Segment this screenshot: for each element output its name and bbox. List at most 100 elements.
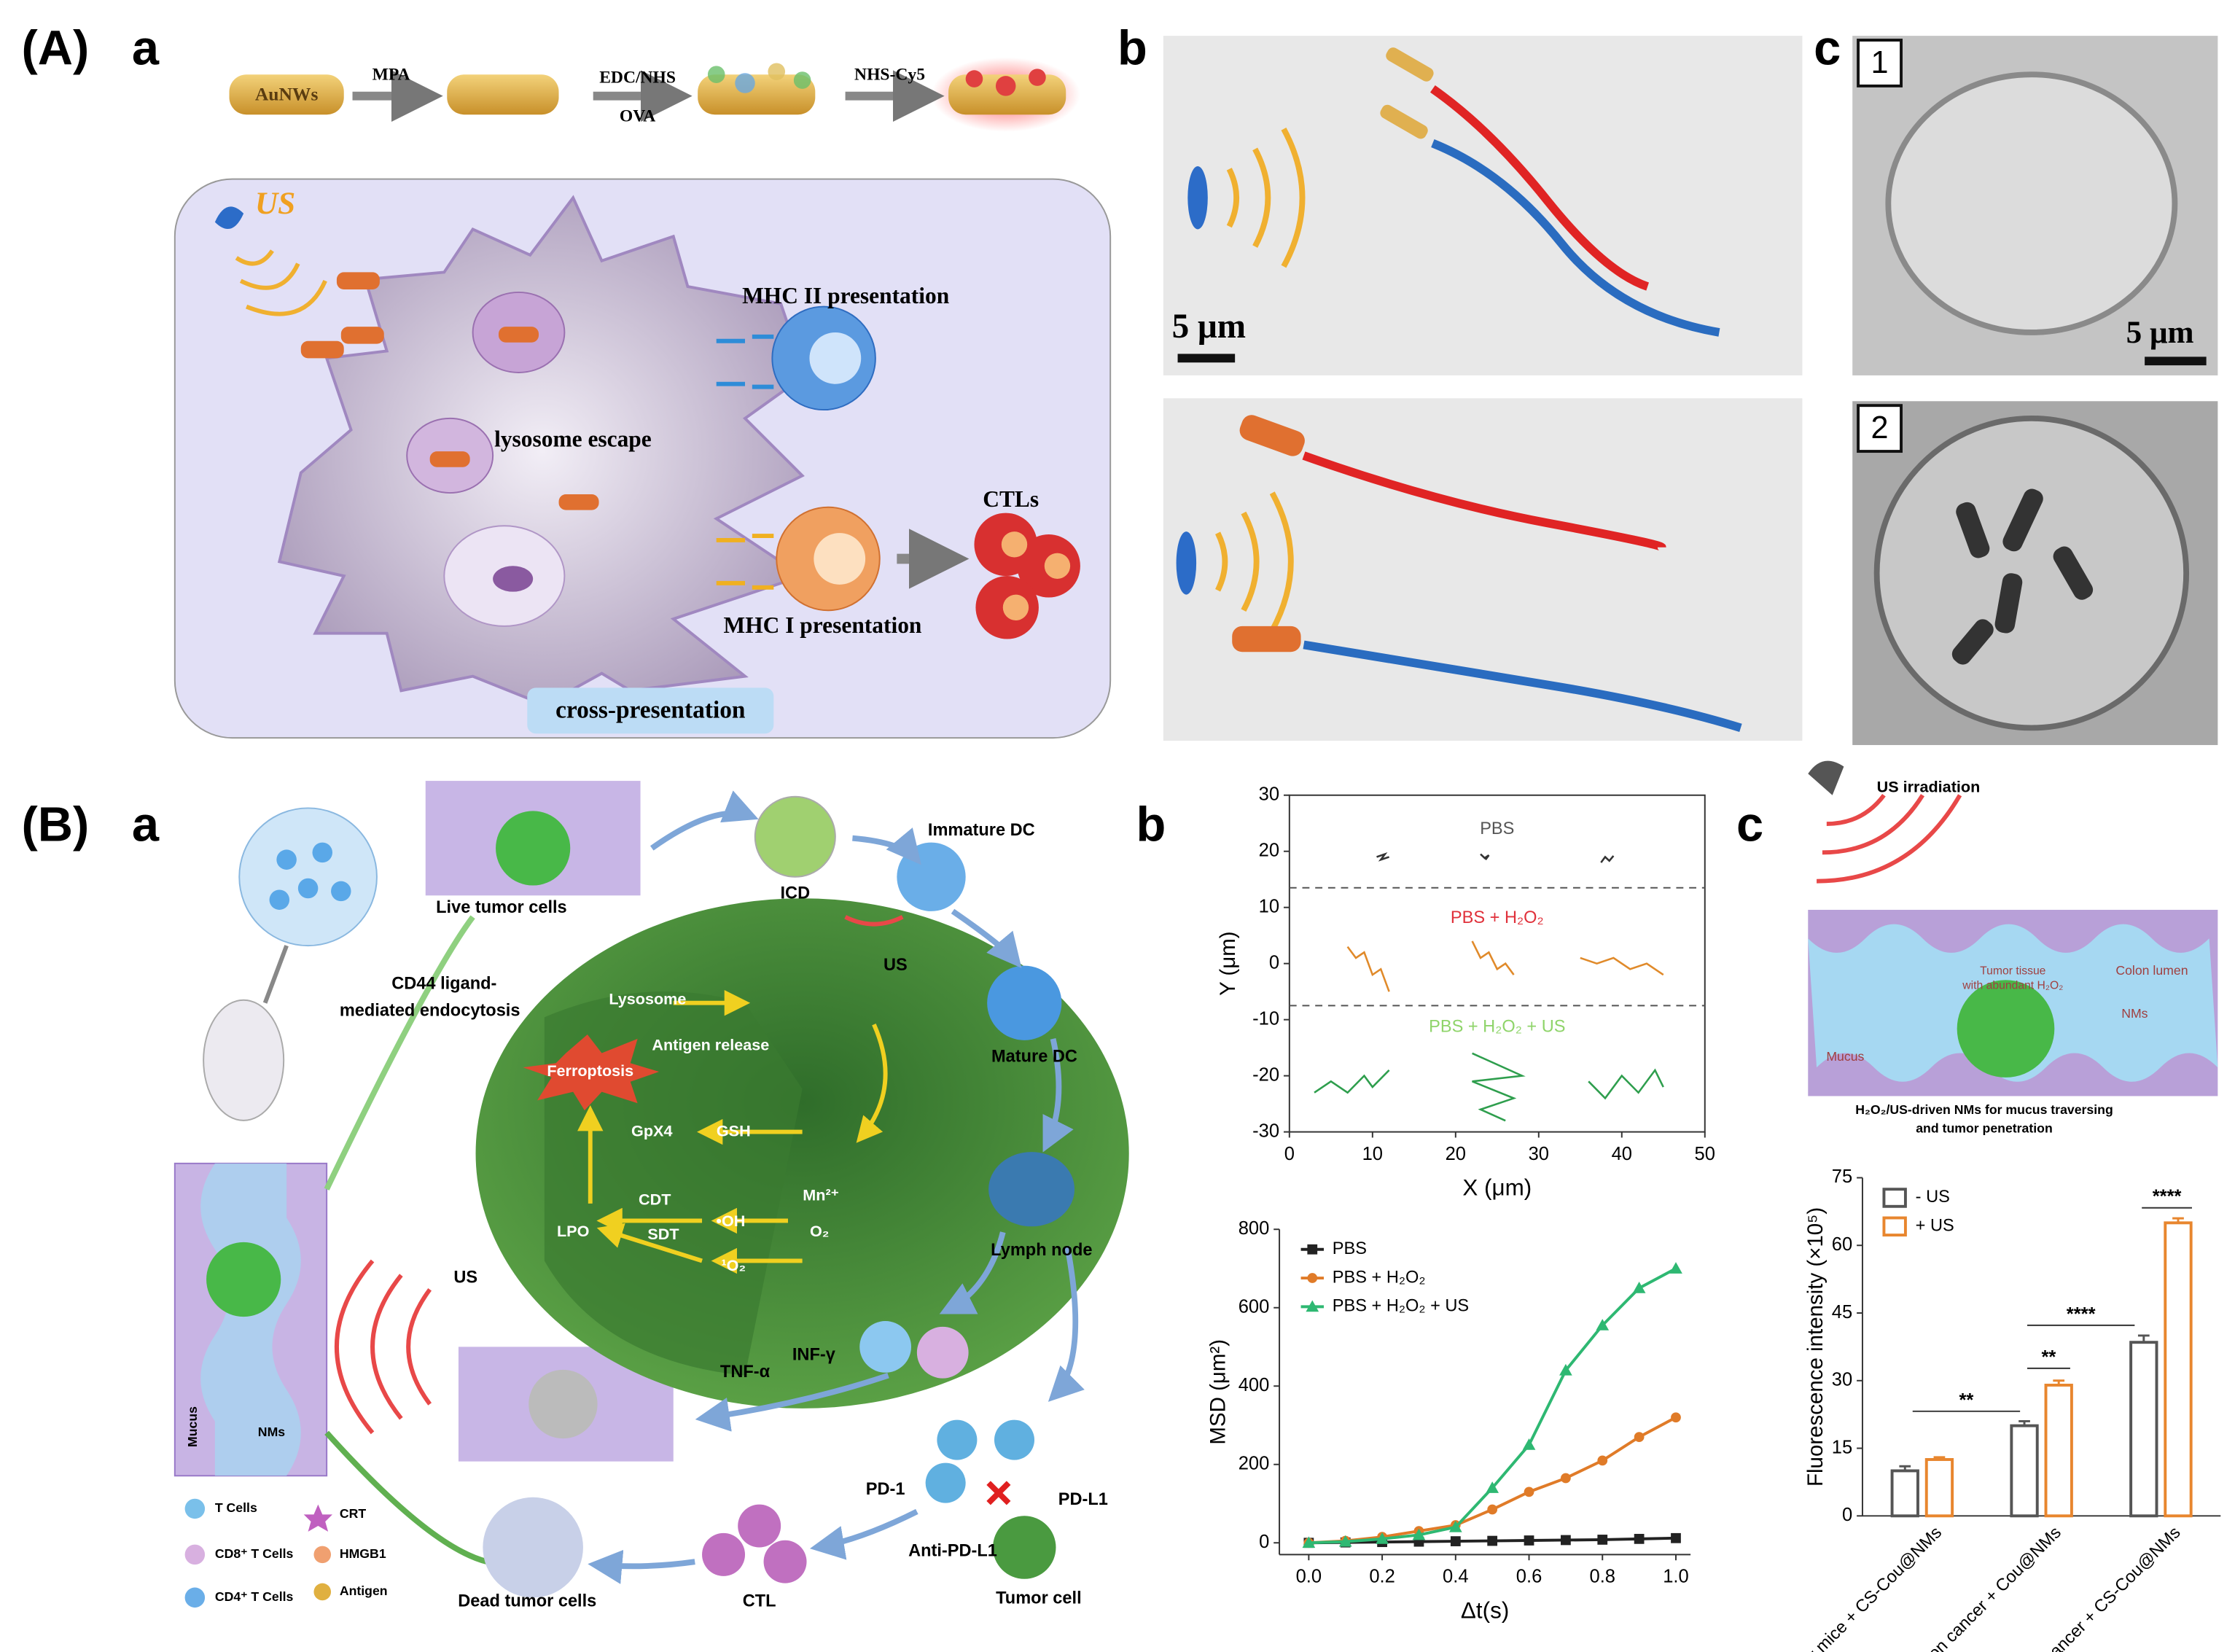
bar [2010,1424,2039,1518]
legend-icon [313,1546,332,1564]
series-line [1580,956,1664,976]
micrograph-frame [1163,398,1803,741]
label: mediated endocytosis [340,1001,520,1020]
marker [1302,1536,1316,1548]
us-waves [1817,793,1962,884]
marker [1376,1532,1389,1544]
link [324,1430,488,1565]
bar [2129,1341,2158,1518]
legend-label: CD8⁺ T Cells [215,1546,294,1561]
series-line [1376,852,1390,862]
cell [1885,71,2178,335]
legend-label: PBS + H₂O₂ [1333,1267,1426,1286]
bar [1924,1458,1954,1518]
marker [1487,1535,1498,1546]
label: Dead tumor cells [458,1591,596,1610]
label: INF-γ [792,1344,836,1363]
annotation: PBS + H₂O₂ + US [1429,1016,1565,1035]
label: Lymph node [991,1240,1092,1259]
significance-label: ** [1959,1390,1974,1411]
nanowire [1380,104,1428,139]
legend-icon [303,1504,333,1532]
x-tick-label: 0 [1284,1144,1295,1164]
dead-tumor-cells [483,1497,583,1598]
error-bar [2137,1334,2150,1343]
x-tick-label: 0.2 [1369,1567,1395,1587]
link [324,915,475,1191]
micrograph-frame [1163,36,1803,375]
label: Antigen release [652,1035,769,1053]
label: SDT [647,1225,679,1243]
trajectory [1302,451,1666,552]
label: PD-1 [866,1479,905,1498]
label: US [453,1267,477,1286]
y-tick-label: 800 [1239,1218,1270,1239]
ferroptosis-burst [523,1034,660,1111]
nanowire [229,74,344,115]
annotation: PBS + H₂O₂ [1451,908,1544,927]
nucleus [809,332,862,384]
nanomotor-capsule [238,807,378,947]
legend-swatch [1882,1188,1907,1208]
marker [1561,1535,1571,1546]
y-tick-label: -30 [1252,1121,1279,1141]
label: Immature DC [928,820,1035,839]
synthesis-scheme: AuNWs MPA EDC/NHS OVA NHS-Cy5 [229,57,1080,132]
nm-uptake [754,795,836,878]
label: PD-L1 [1058,1489,1108,1508]
label: lysosome escape [494,426,652,452]
label: with abundant H₂O₂ [1962,979,2063,991]
x-tick-label: Healthy mice + CS-Cou@NMs [1767,1523,1945,1652]
significance-label: **** [2067,1304,2096,1325]
label: MHC II presentation [742,283,950,308]
caption: and tumor penetration [1916,1121,2053,1135]
legend-label: HMGB1 [340,1546,386,1561]
y-tick-label: 400 [1239,1375,1270,1395]
step-label: MPA [372,66,410,85]
label: Mucus [185,1406,200,1447]
marker [1632,1282,1646,1293]
cell [1873,415,2190,731]
cell-scheme: US MHC II presentation lysosome escape M… [173,178,1112,739]
panel-label: c [1814,21,1841,75]
label: CTL [743,1591,776,1610]
lymph-node [988,1152,1075,1227]
marker [1634,1533,1645,1544]
error-bar [1933,1456,1946,1460]
frame-label: 2 [1871,410,1889,445]
scale-label: 5 μm [1172,308,1246,346]
y-axis-label: Fluorescence intensity (×10⁵) [1803,1207,1828,1487]
nanowire [447,74,559,115]
us-waves [235,249,327,316]
syringe [262,945,289,1004]
marker [1306,1300,1319,1312]
marker [1671,1412,1681,1423]
scale-label: 5 μm [2126,315,2194,350]
y-tick-label: 10 [1259,896,1279,916]
x-tick-label: 10 [1362,1144,1383,1164]
series-line [1308,1416,1677,1545]
series-line [1346,946,1390,992]
marker [1597,1535,1608,1545]
x-tick-label: 30 [1529,1144,1549,1164]
transducer [214,206,244,230]
label: US [884,955,908,974]
label: Mature DC [991,1047,1077,1066]
nanomotors [300,272,599,510]
therapy-scheme: Live tumor cells ICD Immature DC CD44 li… [173,781,1129,1610]
label: US [255,186,295,221]
label: US irradiation [1877,778,1981,796]
bar [2164,1221,2193,1518]
panel-label: c [1736,798,1763,852]
nanomotors [1232,415,1305,652]
cy5-dots [965,69,1046,96]
label: ICD [781,884,811,903]
y-tick-label: 45 [1832,1302,1852,1322]
legend-icon [184,1587,206,1608]
block-mark [986,1481,1011,1505]
x-tick-label: 0.6 [1516,1567,1542,1587]
transducer [1808,760,1844,795]
transducer [1187,165,1208,230]
marker [1448,1520,1462,1532]
label: Mucus [1826,1049,1864,1064]
